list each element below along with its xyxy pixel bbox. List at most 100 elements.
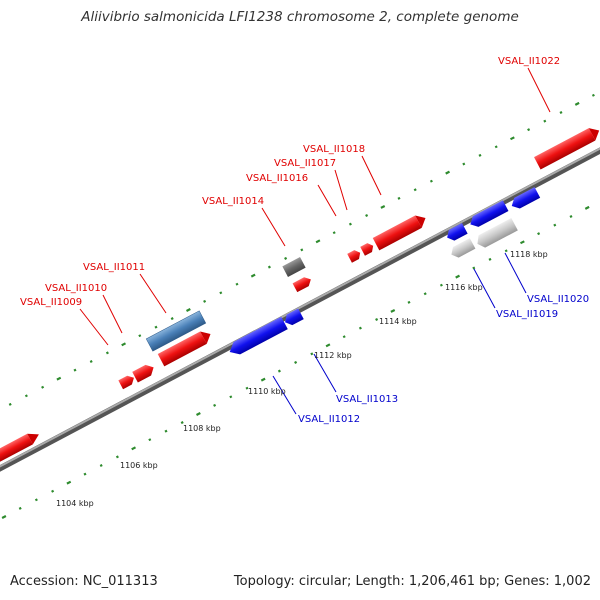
gene-arrow [347, 250, 361, 263]
scale-tick [445, 170, 451, 175]
label-leaders-top [79, 67, 551, 346]
kbp-label: 1112 kbp [314, 351, 352, 360]
gene-arrows-forward [0, 128, 600, 470]
gene-box [145, 310, 207, 352]
gene-label: VSAL_II1016 [246, 173, 308, 184]
scale-tick [138, 334, 142, 338]
gene-arrow [511, 187, 541, 209]
scale-tick [294, 360, 298, 364]
scale-tick [99, 464, 103, 467]
gene-label: VSAL_II1017 [274, 158, 336, 169]
scale-tick [83, 472, 87, 476]
scale-tick [89, 360, 93, 363]
scale-tick [51, 489, 55, 493]
scale-tick [115, 455, 119, 459]
gene-label: VSAL_II1013 [336, 394, 398, 405]
scale-tick [407, 300, 411, 304]
scale-tick [553, 223, 557, 227]
scale-tick [527, 128, 531, 132]
gene-arrow [534, 128, 600, 170]
scale-tick [66, 480, 72, 485]
scale-tick [229, 395, 233, 399]
scale-tick [18, 506, 22, 510]
gene-label: VSAL_II1020 [527, 294, 589, 305]
gene-arrow [360, 243, 374, 256]
scale-tick [462, 162, 466, 166]
gene-arrow [132, 364, 154, 383]
gene-arrow [447, 223, 468, 241]
gene-label: VSAL_II1022 [498, 56, 560, 67]
scale-tick [510, 136, 515, 141]
gene-arrow [292, 277, 311, 293]
kbp-label: 1118 kbp [510, 250, 548, 259]
gene-arrow [229, 316, 288, 355]
scale-tick [559, 111, 563, 114]
tick-track-top [8, 93, 595, 406]
scale-tick [439, 283, 443, 287]
kbp-labels: 1104 kbp 1106 kbp 1108 kbp 1110 kbp 1112… [56, 250, 548, 508]
scale-tick [245, 386, 249, 390]
gene-label: VSAL_II1019 [496, 309, 558, 320]
scale-tick [315, 239, 321, 244]
scale-tick [488, 257, 492, 261]
gene-arrow [451, 238, 476, 258]
scale-tick [121, 342, 127, 347]
scale-tick [423, 292, 427, 296]
scale-tick [494, 145, 498, 149]
map-title: Aliivibrio salmonicida LFI1238 chromosom… [81, 9, 519, 25]
scale-tick [332, 231, 336, 235]
scale-tick [520, 240, 525, 245]
scale-tick [267, 265, 271, 269]
scale-tick [342, 335, 346, 339]
scale-tick [8, 402, 12, 406]
gene-label: VSAL_II1011 [83, 262, 145, 273]
scale-tick [543, 119, 547, 123]
scale-tick [203, 299, 207, 303]
gene-arrow [372, 215, 426, 251]
gene-arrow [118, 375, 134, 390]
scale-tick [390, 309, 396, 313]
scale-tick [325, 343, 331, 348]
scale-tick [185, 308, 191, 312]
scale-tick [250, 273, 256, 278]
scale-tick [455, 274, 461, 279]
gene-labels-top: VSAL_II1009 VSAL_II1010 VSAL_II1011 VSAL… [20, 56, 560, 308]
scale-tick [170, 317, 174, 321]
scale-tick [504, 249, 508, 253]
gene-label: VSAL_II1010 [45, 283, 107, 294]
scale-tick [537, 232, 541, 236]
gene-label: VSAL_II1012 [298, 414, 360, 425]
scale-tick [24, 394, 28, 398]
scale-tick [591, 93, 595, 97]
scale-tick [478, 153, 482, 157]
scale-tick [569, 215, 573, 218]
kbp-label: 1106 kbp [120, 461, 158, 470]
kbp-label: 1110 kbp [248, 387, 286, 396]
scale-tick [34, 498, 38, 502]
gene-label: VSAL_II1018 [303, 144, 365, 155]
scale-tick [41, 385, 45, 389]
gene-arrow [285, 308, 304, 326]
genome-info-text: Topology: circular; Length: 1,206,461 bp… [233, 574, 591, 589]
scale-tick [164, 429, 168, 433]
scale-tick [219, 291, 223, 295]
scale-tick [56, 376, 62, 381]
scale-tick [472, 266, 476, 270]
gene-arrow [477, 217, 518, 248]
scale-tick [131, 446, 137, 451]
gene-arrow [470, 200, 509, 227]
scale-tick [1, 515, 7, 519]
scale-tick [235, 282, 239, 286]
scale-tick [277, 369, 281, 373]
tick-track-bottom [1, 205, 590, 519]
gene-arrow [157, 331, 211, 367]
scale-tick [375, 318, 379, 321]
gene-arrows-other [145, 257, 306, 352]
scale-tick [348, 222, 352, 226]
gene-labels-bottom: VSAL_II1012 VSAL_II1013 VSAL_II1019 VSAL… [298, 294, 589, 425]
label-leaders-bottom [272, 252, 527, 415]
scale-tick [413, 188, 417, 192]
scale-tick [429, 179, 433, 183]
gene-arrow [0, 433, 39, 470]
